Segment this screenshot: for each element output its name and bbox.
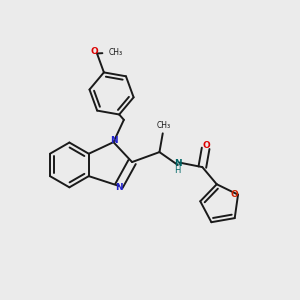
Text: O: O: [231, 190, 238, 199]
Text: CH₃: CH₃: [109, 48, 123, 57]
Text: H: H: [174, 166, 180, 175]
Text: N: N: [110, 136, 117, 146]
Text: O: O: [91, 46, 98, 56]
Text: N: N: [174, 159, 182, 168]
Text: O: O: [203, 141, 210, 150]
Text: N: N: [115, 183, 123, 192]
Text: CH₃: CH₃: [157, 121, 171, 130]
